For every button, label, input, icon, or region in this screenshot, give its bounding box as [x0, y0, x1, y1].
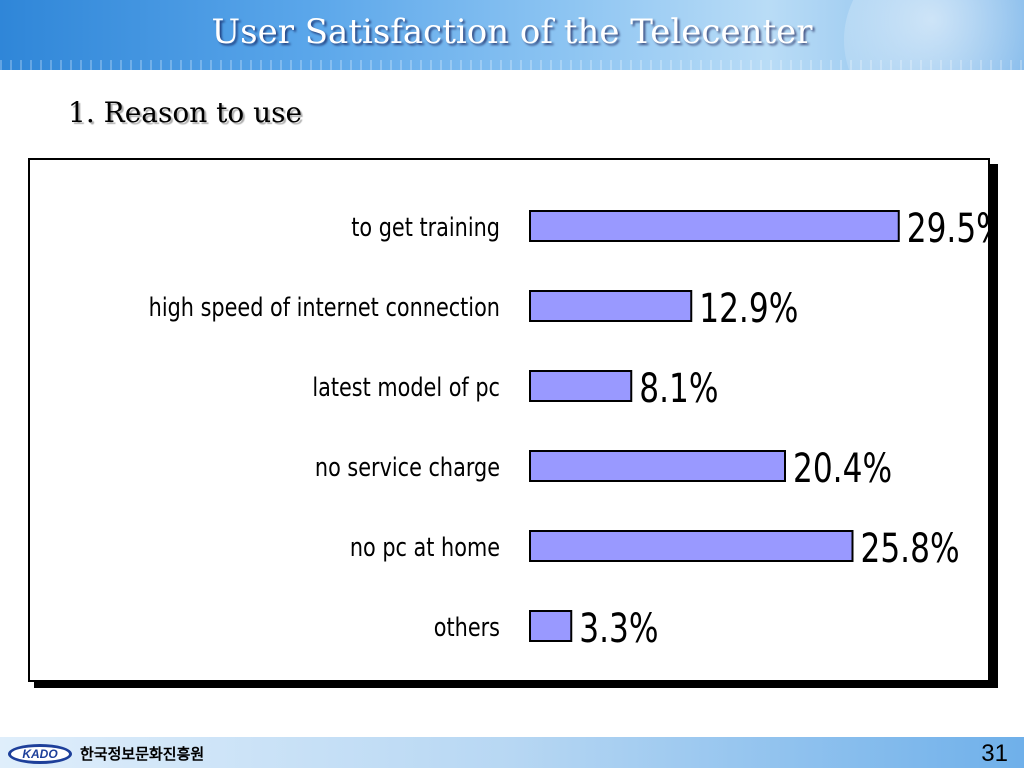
header-band: User Satisfaction of the Telecenter — [0, 0, 1024, 70]
footer-band — [0, 737, 1024, 768]
category-label: no service charge — [315, 452, 500, 483]
bar — [529, 210, 900, 242]
bar — [529, 370, 633, 402]
value-label: 8.1% — [639, 366, 718, 412]
value-label: 20.4% — [793, 446, 892, 492]
section-subtitle: 1. Reason to use — [68, 96, 303, 129]
category-label: high speed of internet connection — [149, 292, 500, 323]
category-label: others — [434, 612, 500, 643]
organization-name: 한국정보문화진흥원 — [80, 746, 205, 763]
page-title: User Satisfaction of the Telecenter — [211, 12, 813, 52]
kado-logo: KADO — [8, 744, 72, 764]
bar-chart: to get training 29.5% high speed of intern… — [149, 206, 988, 652]
globe-decoration — [844, 0, 1024, 70]
value-label: 25.8% — [860, 526, 959, 572]
value-label: 29.5% — [907, 206, 988, 252]
category-label: to get training — [351, 212, 500, 243]
page-number: 31 — [981, 740, 1008, 767]
bar — [529, 290, 693, 322]
bar — [529, 610, 573, 642]
bar — [529, 450, 786, 482]
chart-frame: to get training 29.5% high speed of intern… — [28, 158, 990, 682]
value-label: 3.3% — [579, 606, 658, 652]
value-label: 12.9% — [699, 286, 798, 332]
category-label: latest model of pc — [312, 372, 500, 403]
bar — [529, 530, 854, 562]
category-label: no pc at home — [350, 532, 500, 563]
